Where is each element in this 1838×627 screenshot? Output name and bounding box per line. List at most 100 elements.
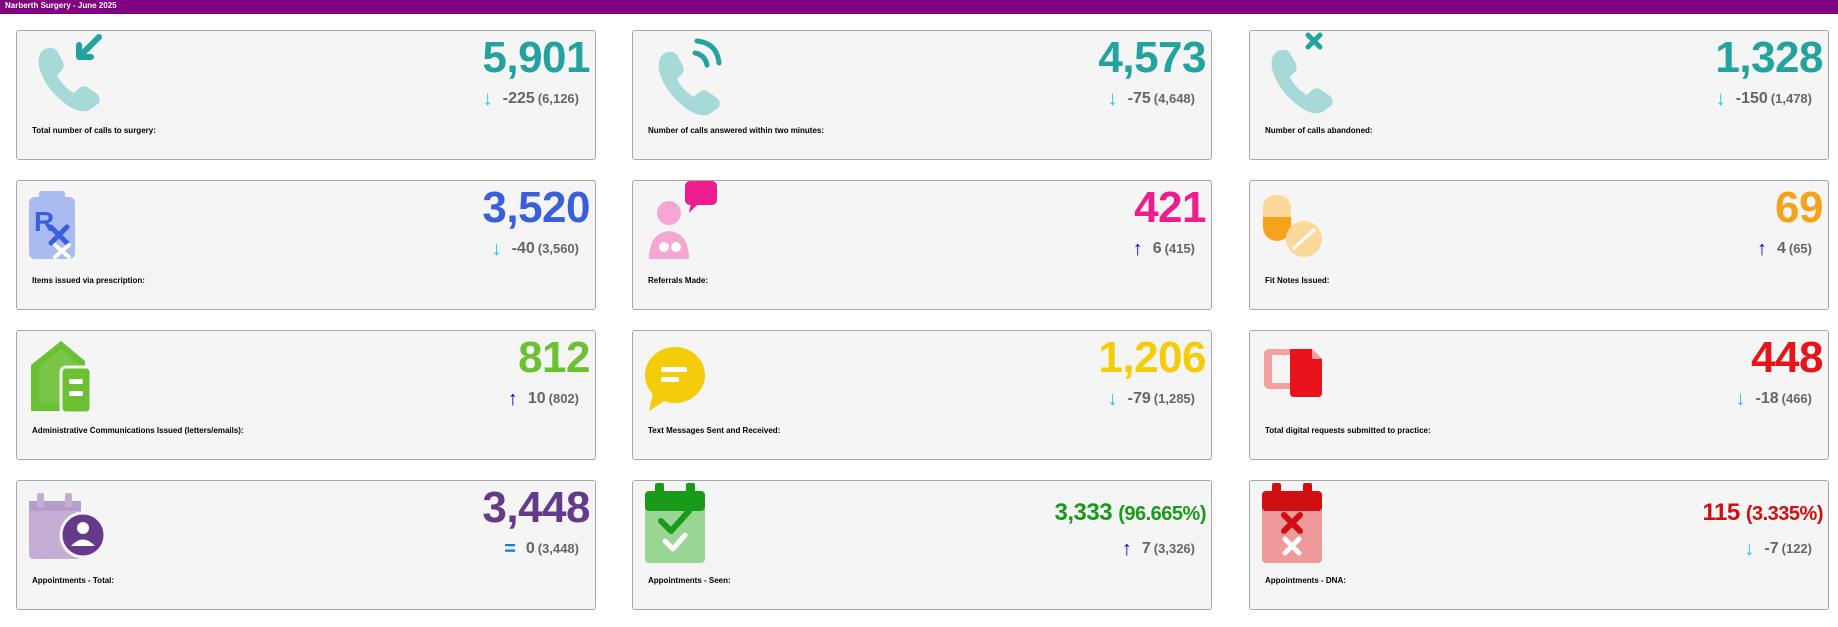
change-row: ↓ -75 (4,648) <box>1108 88 1195 111</box>
chat-bubble-icon <box>643 331 743 416</box>
calendar-person-icon <box>27 481 127 566</box>
metric-value: 69 <box>1775 183 1823 232</box>
card-calls-answered[interactable]: 4,573 ↓ -75 (4,648) Number of calls answer… <box>632 30 1212 160</box>
card-fit-notes[interactable]: 69 ↑ 4 (65) Fit Notes Issued: <box>1249 180 1829 310</box>
metric-label: Appointments - Total: <box>32 576 115 585</box>
doctor-chat-icon <box>643 181 743 266</box>
svg-text:R: R <box>34 206 54 237</box>
change-value: 6 <box>1152 240 1162 257</box>
metric-value: 1,206 <box>1098 333 1206 382</box>
page-title: Narberth Surgery - June 2025 <box>5 1 117 10</box>
card-appointments-dna[interactable]: 115 (3.335%) ↓ -7 (122) Appointments - DNA… <box>1249 480 1829 610</box>
arrow-up-icon: ↑ <box>507 388 518 410</box>
change-value: 0 <box>525 540 535 557</box>
arrow-down-icon: ↓ <box>1715 88 1726 110</box>
metric-value: 3,520 <box>482 183 590 232</box>
arrow-down-icon: ↓ <box>491 238 502 260</box>
calendar-cross-icon <box>1260 481 1360 566</box>
previous-value: (466) <box>1781 391 1812 406</box>
change-row: = 0 (3,448) <box>504 538 579 561</box>
digital-request-icon <box>1260 331 1360 416</box>
arrow-down-icon: ↓ <box>1735 388 1746 410</box>
metric-value: 812 <box>518 333 590 382</box>
metric-value: 421 <box>1134 183 1206 232</box>
previous-value: (1,478) <box>1770 91 1812 106</box>
change-value: -150 <box>1735 90 1768 107</box>
arrow-up-icon: ↑ <box>1132 238 1143 260</box>
metric-label: Appointments - DNA: <box>1265 576 1346 585</box>
house-mail-icon <box>27 331 127 416</box>
metric-value: 5,901 <box>482 33 590 82</box>
calendar-check-icon <box>643 481 743 566</box>
phone-answered-icon <box>643 31 743 116</box>
card-referrals[interactable]: 421 ↑ 6 (415) Referrals Made: <box>632 180 1212 310</box>
metric-value: 115 (3.335%) <box>1702 499 1823 527</box>
card-text-messages[interactable]: 1,206 ↓ -79 (1,285) Text Messages Sent and… <box>632 330 1212 460</box>
change-row: ↓ -225 (6,126) <box>483 88 579 111</box>
change-row: ↓ -7 (122) <box>1744 538 1812 561</box>
change-row: ↑ 7 (3,326) <box>1122 538 1195 561</box>
metric-label: Number of calls abandoned: <box>1265 126 1373 135</box>
previous-value: (3,448) <box>537 541 579 556</box>
change-row: ↓ -18 (466) <box>1736 388 1812 411</box>
arrow-down-icon: ↓ <box>482 88 493 110</box>
change-value: -75 <box>1127 90 1151 107</box>
equal-icon: = <box>504 538 516 560</box>
previous-value: (4,648) <box>1153 91 1195 106</box>
previous-value: (122) <box>1781 541 1812 556</box>
change-value: -225 <box>502 90 535 107</box>
previous-value: (65) <box>1788 241 1812 256</box>
arrow-up-icon: ↑ <box>1121 538 1132 560</box>
metric-label: Referrals Made: <box>648 276 709 285</box>
change-value: 10 <box>527 390 546 407</box>
previous-value: (802) <box>548 391 579 406</box>
metric-value: 4,573 <box>1098 33 1206 82</box>
arrow-down-icon: ↓ <box>1107 388 1118 410</box>
arrow-up-icon: ↑ <box>1756 238 1767 260</box>
change-value: 7 <box>1141 540 1151 557</box>
metric-value: 3,333 (96.665%) <box>1054 499 1206 527</box>
metric-label: Total number of calls to surgery: <box>32 126 156 135</box>
card-appointments-total[interactable]: 3,448 = 0 (3,448) Appointments - Total: <box>16 480 596 610</box>
seen-count: 3,333 <box>1054 499 1113 526</box>
prescription-icon: R <box>27 181 127 266</box>
card-calls-abandoned[interactable]: 1,328 ↓ -150 (1,478) Number of calls aband… <box>1249 30 1829 160</box>
previous-value: (3,560) <box>537 241 579 256</box>
change-row: ↑ 10 (802) <box>508 388 579 411</box>
metric-label: Text Messages Sent and Received: <box>648 426 781 435</box>
dna-count: 115 <box>1702 499 1740 526</box>
metric-value: 1,328 <box>1715 33 1823 82</box>
previous-value: (1,285) <box>1153 391 1195 406</box>
metric-label: Items issued via prescription: <box>32 276 145 285</box>
change-value: -7 <box>1764 540 1779 557</box>
card-appointments-seen[interactable]: 3,333 (96.665%) ↑ 7 (3,326) Appointments -… <box>632 480 1212 610</box>
arrow-down-icon: ↓ <box>1744 538 1755 560</box>
change-value: -18 <box>1755 390 1779 407</box>
metric-value: 448 <box>1751 333 1823 382</box>
metric-label: Appointments - Seen: <box>648 576 731 585</box>
metric-label: Fit Notes Issued: <box>1265 276 1330 285</box>
card-admin-comms[interactable]: 812 ↑ 10 (802) Administrative Communicatio… <box>16 330 596 460</box>
change-row: ↓ -150 (1,478) <box>1716 88 1812 111</box>
change-value: -40 <box>511 240 535 257</box>
previous-value: (3,326) <box>1153 541 1195 556</box>
previous-value: (6,126) <box>537 91 579 106</box>
dna-percent: (3.335%) <box>1745 503 1824 525</box>
metric-label: Administrative Communications Issued (le… <box>32 426 244 435</box>
card-total-calls[interactable]: 5,901 ↓ -225 (6,126) Total number of calls… <box>16 30 596 160</box>
title-bar: Narberth Surgery - June 2025 <box>0 0 1838 14</box>
phone-incoming-icon <box>27 31 127 116</box>
change-row: ↓ -79 (1,285) <box>1108 388 1195 411</box>
metric-label: Total digital requests submitted to prac… <box>1265 426 1431 435</box>
change-row: ↑ 4 (65) <box>1757 238 1812 261</box>
seen-percent: (96.665%) <box>1118 503 1206 525</box>
card-prescriptions[interactable]: R 3,520 ↓ -40 (3,560) Items issued via pre… <box>16 180 596 310</box>
change-value: -79 <box>1127 390 1151 407</box>
metric-value: 3,448 <box>482 483 590 532</box>
phone-missed-icon <box>1260 31 1360 116</box>
change-row: ↓ -40 (3,560) <box>492 238 579 261</box>
card-digital-requests[interactable]: 448 ↓ -18 (466) Total digital requests sub… <box>1249 330 1829 460</box>
change-row: ↑ 6 (415) <box>1133 238 1195 261</box>
change-value: 4 <box>1776 240 1786 257</box>
previous-value: (415) <box>1164 241 1195 256</box>
